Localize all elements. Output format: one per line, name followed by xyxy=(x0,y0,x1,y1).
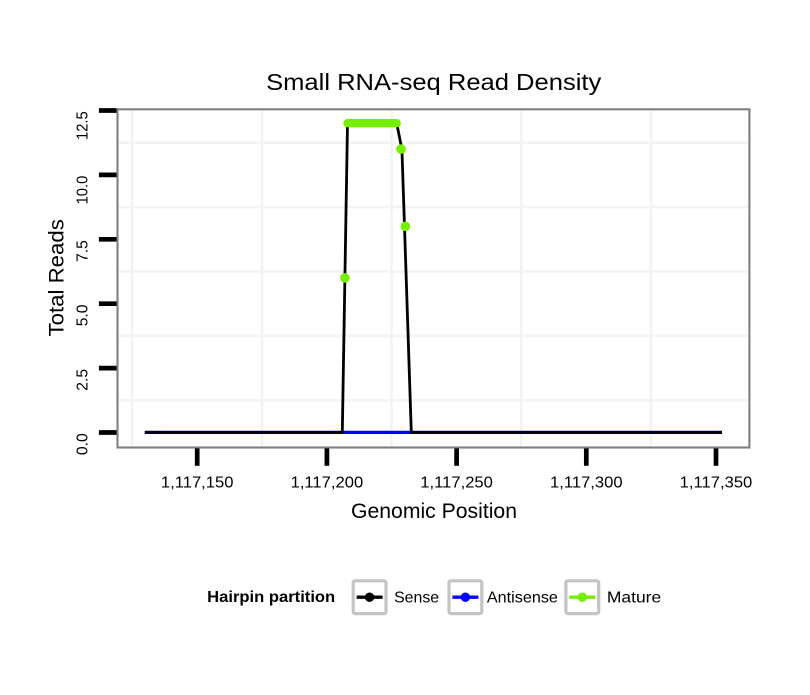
svg-text:1,117,150: 1,117,150 xyxy=(161,475,234,492)
svg-text:1,117,350: 1,117,350 xyxy=(680,475,753,492)
svg-text:Genomic Position: Genomic Position xyxy=(351,500,517,523)
svg-text:1,117,200: 1,117,200 xyxy=(291,475,364,492)
svg-text:Antisense: Antisense xyxy=(487,589,558,606)
svg-text:Sense: Sense xyxy=(394,589,439,606)
svg-text:10.0: 10.0 xyxy=(75,176,92,205)
svg-text:Mature: Mature xyxy=(607,589,661,606)
svg-text:2.5: 2.5 xyxy=(75,369,92,391)
svg-text:Total Reads: Total Reads xyxy=(46,219,69,336)
svg-text:1,117,250: 1,117,250 xyxy=(420,475,493,492)
svg-text:Small RNA-seq Read Density: Small RNA-seq Read Density xyxy=(266,69,601,95)
svg-text:Hairpin partition: Hairpin partition xyxy=(207,589,335,606)
svg-text:5.0: 5.0 xyxy=(75,304,92,326)
svg-text:7.5: 7.5 xyxy=(75,240,92,262)
svg-text:12.5: 12.5 xyxy=(75,111,92,140)
svg-text:0.0: 0.0 xyxy=(75,433,92,455)
svg-text:1,117,300: 1,117,300 xyxy=(550,475,623,492)
